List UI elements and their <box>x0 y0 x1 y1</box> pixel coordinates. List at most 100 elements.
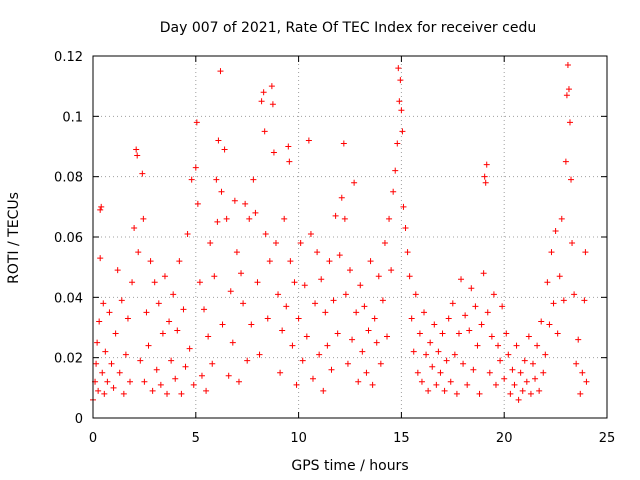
data-point <box>135 249 142 256</box>
data-point <box>400 203 407 210</box>
data-point <box>562 158 569 165</box>
data-point <box>190 381 197 388</box>
data-point <box>254 279 261 286</box>
data-point <box>269 101 276 108</box>
data-point <box>120 390 127 397</box>
data-point <box>242 200 249 207</box>
data-point <box>495 342 502 349</box>
data-point <box>540 369 547 376</box>
data-point <box>153 366 160 373</box>
data-point <box>482 179 489 186</box>
data-point <box>326 258 333 265</box>
data-point <box>97 255 104 262</box>
data-point <box>149 387 156 394</box>
data-point <box>394 140 401 147</box>
data-point <box>219 321 226 328</box>
data-point <box>261 128 268 135</box>
data-point <box>501 375 508 382</box>
data-point <box>410 348 417 355</box>
data-point <box>363 369 370 376</box>
data-point <box>262 230 269 237</box>
data-point <box>521 357 528 364</box>
grid-lines <box>93 56 607 418</box>
data-point <box>133 146 140 153</box>
data-point <box>118 297 125 304</box>
data-point <box>205 333 212 340</box>
data-point <box>581 297 588 304</box>
data-point <box>97 206 104 213</box>
data-point <box>307 230 314 237</box>
data-point <box>336 252 343 259</box>
data-point <box>256 351 263 358</box>
data-point <box>240 300 247 307</box>
data-point <box>399 128 406 135</box>
data-point <box>320 387 327 394</box>
data-point <box>180 306 187 313</box>
data-point <box>316 351 323 358</box>
data-point <box>392 167 399 174</box>
data-point <box>480 270 487 277</box>
data-point <box>192 164 199 171</box>
chart-title: Day 007 of 2021, Rate Of TEC Index for r… <box>160 20 536 36</box>
data-point <box>427 339 434 346</box>
data-point <box>582 249 589 256</box>
x-axis-label: GPS time / hours <box>291 458 408 474</box>
data-point <box>324 342 331 349</box>
data-point <box>375 273 382 280</box>
data-point <box>198 372 205 379</box>
data-point <box>408 315 415 322</box>
data-point <box>151 279 158 286</box>
data-point <box>141 378 148 385</box>
data-point <box>314 249 321 256</box>
data-point <box>207 240 214 247</box>
data-point <box>164 390 171 397</box>
data-points <box>90 62 590 403</box>
data-point <box>552 227 559 234</box>
data-point <box>277 369 284 376</box>
data-point <box>102 348 109 355</box>
data-point <box>397 77 404 84</box>
data-point <box>244 357 251 364</box>
data-point <box>347 267 353 274</box>
data-point <box>412 291 419 298</box>
data-point <box>270 149 277 156</box>
data-point <box>322 309 329 316</box>
data-point <box>215 137 222 144</box>
data-point <box>194 200 201 207</box>
data-point <box>573 360 580 367</box>
data-point <box>309 375 316 382</box>
y-tick-label: 0.08 <box>54 171 83 186</box>
data-point <box>470 366 477 373</box>
data-point <box>246 215 253 222</box>
data-point <box>365 327 372 334</box>
data-point <box>529 360 536 367</box>
data-point <box>357 282 364 289</box>
data-point <box>176 258 183 265</box>
data-point <box>252 209 259 216</box>
data-point <box>377 360 384 367</box>
data-point <box>490 291 497 298</box>
data-point <box>193 119 200 126</box>
data-point <box>301 282 308 289</box>
data-point <box>227 288 234 295</box>
data-point <box>283 303 290 310</box>
data-point <box>416 330 423 337</box>
data-point <box>429 363 436 370</box>
data-point <box>332 212 339 219</box>
data-point <box>425 387 432 394</box>
data-point <box>275 291 282 298</box>
data-point <box>460 360 467 367</box>
data-point <box>373 339 380 346</box>
data-point <box>571 291 578 298</box>
data-point <box>94 339 101 346</box>
data-point <box>515 396 522 403</box>
data-point <box>330 297 337 304</box>
data-point <box>303 333 310 340</box>
data-point <box>532 375 539 382</box>
data-point <box>295 315 302 322</box>
x-tick-label: 15 <box>393 431 410 446</box>
data-point <box>159 330 166 337</box>
data-point <box>548 249 555 256</box>
data-point <box>250 176 257 183</box>
y-tick-label: 0.04 <box>54 291 83 306</box>
